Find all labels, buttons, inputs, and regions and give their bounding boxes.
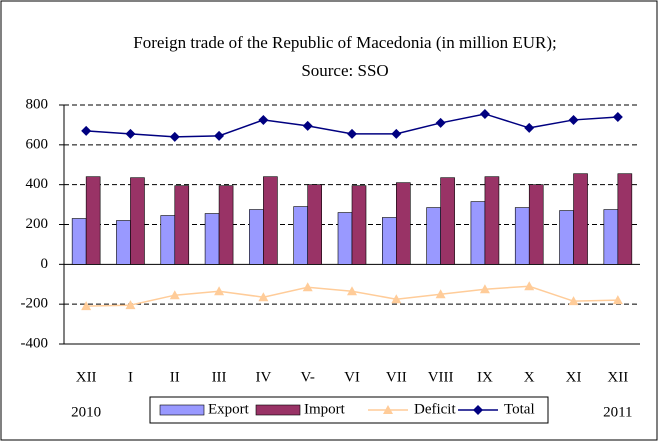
marker xyxy=(347,286,357,296)
marker xyxy=(347,128,357,139)
x-tick-label: XII xyxy=(607,369,628,385)
bar xyxy=(204,213,220,265)
bar xyxy=(440,177,455,265)
x-tick-label: III xyxy=(212,369,227,385)
x-tick-label: VII xyxy=(386,369,407,385)
bar xyxy=(116,220,131,265)
bar xyxy=(559,210,574,265)
bar xyxy=(603,209,619,265)
marker xyxy=(214,286,225,296)
bar xyxy=(514,207,530,265)
bar xyxy=(307,184,322,265)
legend-label: Deficit xyxy=(414,401,456,417)
x-tick-label: X xyxy=(524,369,535,385)
bar xyxy=(528,184,544,265)
legend-label: Import xyxy=(304,401,346,417)
marker xyxy=(568,114,579,125)
marker xyxy=(479,108,490,119)
marker xyxy=(302,120,313,131)
marker xyxy=(81,125,92,136)
x-tick-label: VIII xyxy=(428,369,454,385)
marker xyxy=(81,301,92,311)
y-tick-label: 200 xyxy=(26,216,49,232)
y-tick-label: 600 xyxy=(26,136,49,152)
marker xyxy=(524,281,535,291)
y-tick-label: -200 xyxy=(21,296,49,312)
x-tick-label: IV xyxy=(255,369,271,385)
marker xyxy=(302,282,313,292)
bar xyxy=(426,207,441,265)
bar xyxy=(382,217,397,265)
bar xyxy=(396,182,411,265)
year-label: 2011 xyxy=(603,404,632,420)
bar xyxy=(351,185,367,265)
bar xyxy=(71,218,87,265)
bar xyxy=(218,185,234,265)
x-tick-label: IX xyxy=(477,369,493,385)
marker xyxy=(479,284,490,294)
bar xyxy=(263,176,278,265)
legend-label: Export xyxy=(208,401,250,417)
legend-marker xyxy=(473,405,483,415)
bar xyxy=(249,209,264,265)
x-tick-label: I xyxy=(128,369,133,385)
bar xyxy=(160,215,176,265)
marker xyxy=(435,117,446,128)
marker xyxy=(258,292,269,302)
x-tick-label: V- xyxy=(300,369,314,385)
bar xyxy=(470,201,486,265)
x-tick-label: II xyxy=(170,369,180,385)
bar xyxy=(617,173,633,265)
marker xyxy=(612,295,623,305)
legend-swatch xyxy=(255,404,301,416)
marker xyxy=(169,290,180,300)
y-tick-label: 0 xyxy=(41,256,49,272)
chart-subtitle: Source: SSO xyxy=(301,61,388,80)
legend-label: Total xyxy=(504,401,535,417)
marker xyxy=(612,111,623,122)
marker xyxy=(524,122,535,133)
legend-swatch xyxy=(159,404,205,416)
bar xyxy=(573,173,588,265)
marker xyxy=(258,114,269,125)
marker xyxy=(214,130,225,141)
x-tick-label: XI xyxy=(566,369,582,385)
marker xyxy=(568,296,579,306)
chart-title: Foreign trade of the Republic of Macedon… xyxy=(133,33,556,52)
bar xyxy=(484,176,500,265)
y-tick-label: 800 xyxy=(26,96,49,112)
y-tick-label: 400 xyxy=(26,176,49,192)
marker xyxy=(391,128,402,139)
legend-marker xyxy=(383,405,393,414)
bar xyxy=(337,212,353,265)
x-tick-label: VI xyxy=(344,369,360,385)
year-label: 2010 xyxy=(71,404,101,420)
marker xyxy=(391,294,402,304)
marker xyxy=(125,300,136,310)
marker xyxy=(435,289,446,299)
bar xyxy=(174,185,190,265)
bar xyxy=(85,176,101,265)
marker xyxy=(125,128,136,139)
y-tick-label: -400 xyxy=(21,335,49,351)
bar xyxy=(130,177,145,265)
marker xyxy=(169,131,180,142)
bar xyxy=(293,206,308,265)
x-tick-label: XII xyxy=(76,369,97,385)
